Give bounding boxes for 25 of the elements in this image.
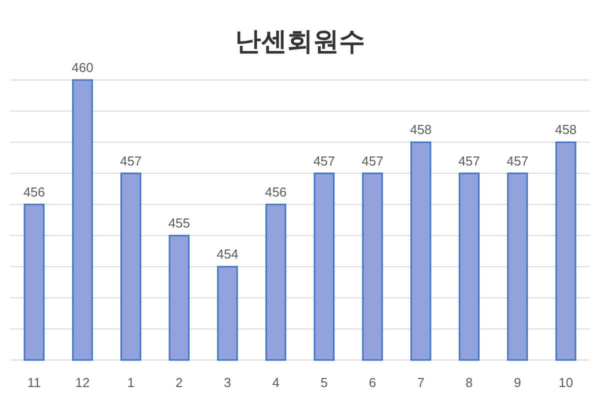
x-tick-label: 6	[368, 375, 376, 390]
x-tick-label: 5	[320, 375, 328, 390]
x-tick-label: 2	[176, 375, 183, 390]
data-label: 457	[313, 153, 336, 168]
x-tick-label: 8	[466, 375, 473, 390]
chart-title: 난센회원수	[235, 26, 365, 56]
x-tick-label: 12	[75, 375, 90, 390]
data-label: 458	[554, 122, 577, 138]
data-label: 457	[120, 153, 142, 168]
data-label: 457	[362, 153, 384, 168]
x-tick-label: 7	[417, 375, 424, 390]
data-label: 457	[506, 153, 528, 168]
x-tick-label: 4	[272, 375, 280, 390]
x-tick-label: 11	[27, 375, 41, 390]
x-tick-label: 3	[224, 375, 232, 390]
data-label: 454	[216, 246, 238, 262]
data-label: 456	[23, 184, 46, 200]
data-label: 456	[264, 184, 287, 200]
data-label: 458	[410, 122, 432, 138]
x-tick-label: 1	[127, 375, 134, 390]
data-label: 460	[72, 60, 94, 75]
x-tick-label: 10	[558, 375, 574, 390]
data-label: 455	[168, 216, 190, 231]
data-label: 457	[458, 153, 480, 168]
x-tick-label: 9	[514, 375, 522, 390]
